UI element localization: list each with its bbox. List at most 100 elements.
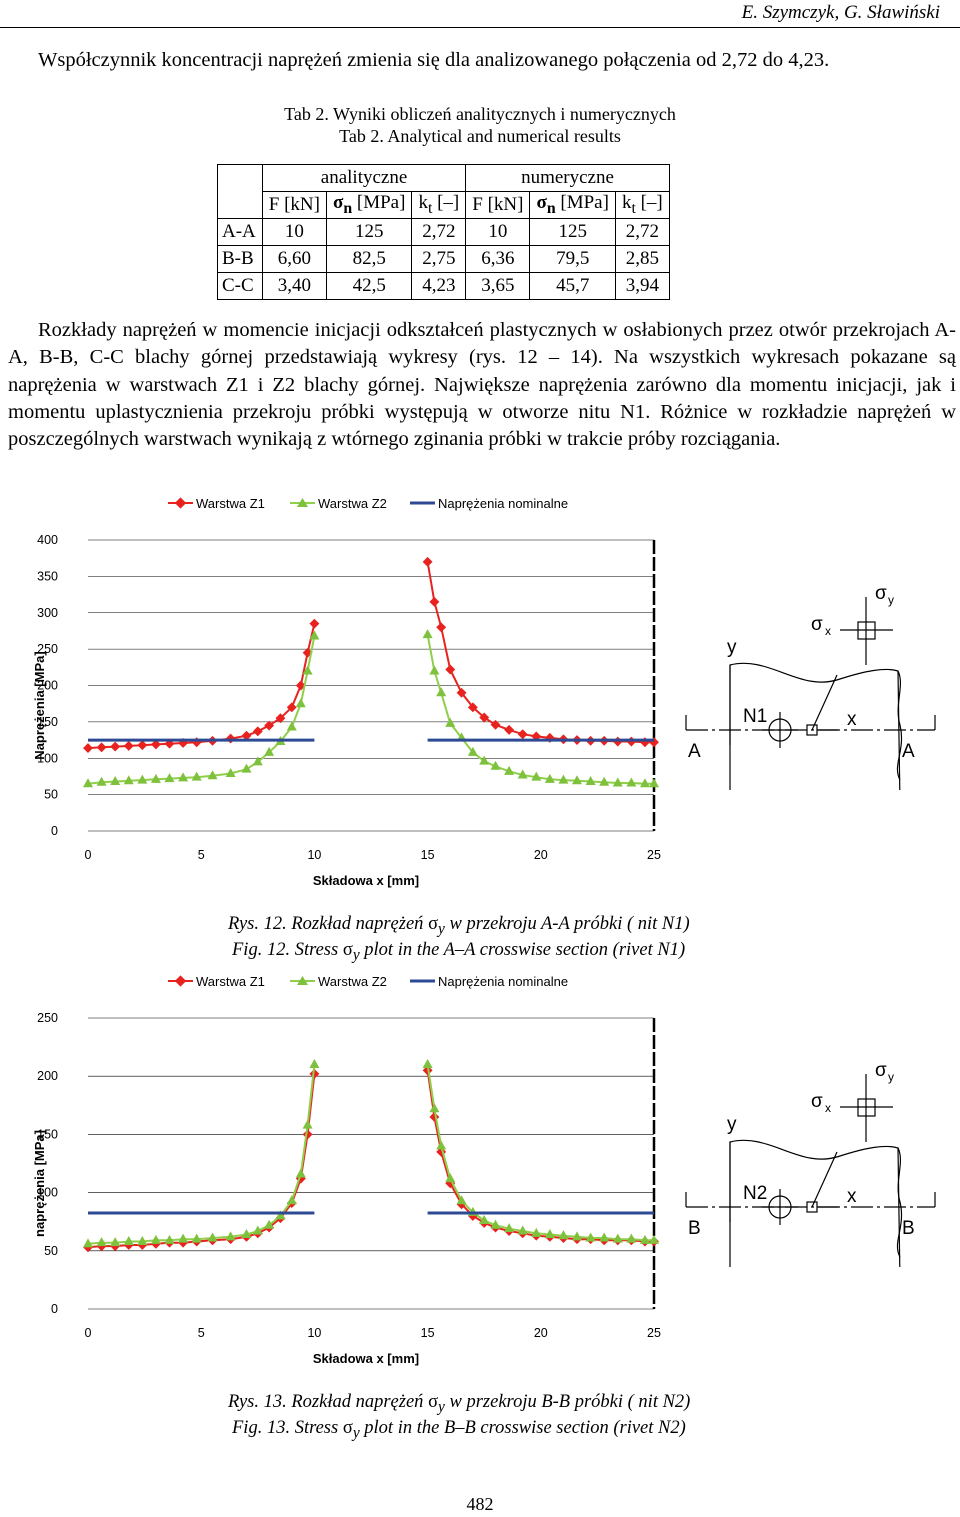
- data-point-z2: [599, 776, 610, 786]
- data-point-z1: [436, 622, 447, 633]
- sigma-x-label: σ: [811, 1091, 823, 1112]
- data-point-z2: [429, 665, 440, 675]
- legend-label-1: Warstwa Z1: [196, 496, 265, 511]
- table-group-header-row: analityczne numeryczne: [217, 164, 670, 192]
- rivet-label: N1: [743, 706, 767, 727]
- data-point-z2: [286, 1195, 297, 1205]
- data-point-z2: [612, 1233, 623, 1243]
- sigma-y-label: σ: [875, 1060, 887, 1081]
- data-point-z2: [264, 746, 275, 756]
- data-point-z2: [252, 756, 263, 766]
- data-point-z2: [241, 763, 252, 773]
- data-point-z2: [572, 1231, 583, 1241]
- data-point-z2: [191, 771, 202, 781]
- plate-outline: [729, 1139, 901, 1267]
- data-point-z1: [110, 741, 121, 752]
- data-point-z1: [429, 596, 440, 607]
- leader-line: [811, 1151, 838, 1208]
- data-point-z2: [110, 776, 121, 786]
- data-point-z2: [309, 1059, 320, 1069]
- data-point-z2: [558, 1230, 569, 1240]
- table-corner-lower: [217, 191, 263, 219]
- data-point-z2: [164, 1234, 175, 1244]
- x-axis-label: x: [847, 1186, 857, 1207]
- data-point-z1: [83, 743, 93, 754]
- y-tick-label: 50: [44, 788, 58, 802]
- data-point-z2: [479, 755, 490, 765]
- y-tick-label: 200: [37, 1069, 58, 1083]
- x-tick-label: 20: [534, 1326, 548, 1340]
- data-point-z1: [96, 742, 107, 753]
- section-label-left: B: [688, 1218, 701, 1239]
- col-header-kt: kt [–]: [614, 191, 670, 219]
- legend-label-3: Naprężenia nominalne: [438, 496, 568, 511]
- y-axis-label: naprężenia [MPa]: [32, 1130, 47, 1237]
- y-tick-label: 200: [37, 679, 58, 693]
- x-tick-label: 5: [198, 1326, 205, 1340]
- data-point-z2: [137, 1235, 148, 1245]
- plate-outline: [729, 662, 901, 790]
- y-tick-label: 150: [37, 715, 58, 729]
- data-point-z2: [110, 1237, 121, 1247]
- data-point-z2: [225, 1231, 236, 1241]
- data-point-z2: [178, 1233, 189, 1243]
- x-axis-label: x: [847, 709, 857, 730]
- table-cell: 79,5: [529, 245, 616, 273]
- series-line-z1: [87, 623, 316, 750]
- fig13-caption-pl: Rys. 13. Rozkład naprężeń σy w przekroju…: [228, 1392, 691, 1416]
- y-tick-label: 0: [51, 824, 58, 838]
- data-point-z2: [490, 1219, 501, 1229]
- data-point-z1: [445, 664, 456, 675]
- y-tick-label: 0: [51, 1302, 58, 1316]
- legend-marker-z2: [297, 976, 308, 985]
- table-cell: 10: [261, 218, 327, 246]
- data-point-z2: [164, 773, 175, 783]
- series-line-z2: [87, 635, 316, 785]
- sigma-x-sub-label: x: [825, 1101, 831, 1115]
- data-point-z2: [504, 1223, 515, 1233]
- data-point-z2: [264, 1219, 275, 1229]
- data-point-z2: [295, 698, 306, 708]
- y-tick-label: 350: [37, 569, 58, 583]
- x-tick-label: 0: [85, 848, 92, 862]
- legend-marker-z2: [297, 498, 308, 507]
- data-point-z2: [585, 1232, 596, 1242]
- x-tick-label: 5: [198, 848, 205, 862]
- col-header-sigma: σn [MPa]: [325, 191, 413, 219]
- table-caption-en: Tab 2. Analytical and numerical results: [339, 126, 621, 146]
- legend-label-2: Warstwa Z2: [318, 496, 387, 511]
- fig12-caption-pl: Rys. 12. Rozkład naprężeń σy w przekroju…: [228, 914, 690, 938]
- data-point-z2: [531, 1227, 542, 1237]
- table-cell: 2,75: [411, 245, 467, 273]
- data-point-z2: [252, 1225, 263, 1235]
- results-table: analityczne numeryczne F [kN] σn [MPa] k…: [217, 164, 670, 300]
- x-tick-label: 25: [647, 1326, 661, 1340]
- sigma-y-label: σ: [875, 583, 887, 604]
- table-row: C-C 3,40 42,5 4,23 3,65 45,7 3,94: [217, 272, 670, 300]
- paragraph-1: Współczynnik koncentracji naprężeń zmien…: [38, 49, 830, 71]
- table-cell: 6,36: [465, 245, 531, 273]
- section-diagram-aa: yN1 xA Aσ xσ y: [685, 583, 936, 790]
- row-label: A-A: [217, 218, 263, 246]
- plate-edge-wavy: [896, 1147, 903, 1258]
- table-caption-pl: Tab 2. Wyniki obliczeń analitycznych i n…: [284, 104, 676, 124]
- section-label-right: B: [902, 1218, 915, 1239]
- data-point-z2: [309, 630, 320, 640]
- data-point-z2: [572, 775, 583, 785]
- data-point-z2: [302, 665, 313, 675]
- data-point-z2: [429, 1103, 440, 1113]
- data-point-z1: [309, 618, 320, 629]
- data-point-z2: [445, 717, 456, 727]
- data-point-z2: [558, 774, 569, 784]
- y-tick-label: 100: [37, 751, 58, 765]
- data-point-z2: [517, 1225, 528, 1235]
- data-point-z2: [96, 776, 107, 786]
- section-diagram-bb: yN2 xB Bσ xσ y: [685, 1060, 936, 1267]
- sigma-x-sub-label: x: [825, 624, 831, 638]
- table-cell: 3,40: [261, 272, 327, 300]
- row-label: B-B: [217, 245, 263, 273]
- paragraph-2: Rozkłady naprężeń w momencie inicjacji o…: [8, 319, 956, 451]
- page-number: 482: [466, 1494, 494, 1514]
- x-axis-label: Składowa x [mm]: [313, 873, 419, 888]
- table-cell: 2,72: [411, 218, 467, 246]
